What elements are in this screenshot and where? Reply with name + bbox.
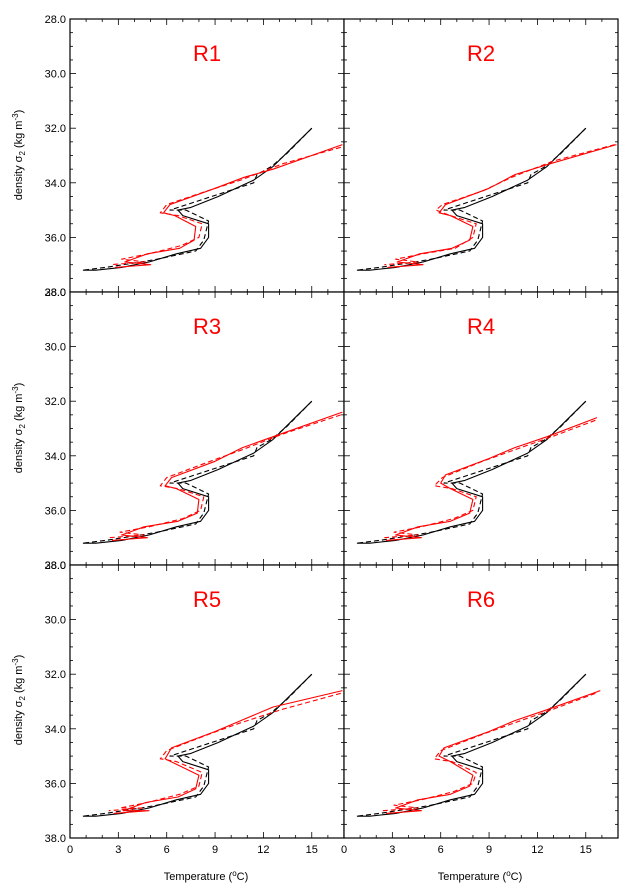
y-axis-label: density σ2 (kg m-3)	[11, 110, 27, 201]
panel-r4: R4	[343, 291, 619, 566]
x-tick-label: 15	[306, 844, 318, 856]
x-tick-label: 6	[438, 844, 444, 856]
y-tick-label: 38.0	[45, 560, 66, 572]
model-solid-line	[111, 411, 343, 541]
y-tick-label: 30.0	[45, 342, 66, 354]
x-axis-label: Temperature (oC)	[164, 869, 249, 883]
panel-title: R2	[467, 41, 495, 66]
panel-r3: R3	[69, 291, 345, 566]
plot-area	[70, 19, 344, 292]
x-tick-label: 3	[389, 844, 395, 856]
obs-solid-line	[82, 673, 313, 817]
x-axis-label: Temperature (oC)	[438, 869, 523, 883]
series-group	[356, 673, 601, 817]
y-axis-label: density σ2 (kg m-3)	[11, 655, 27, 746]
series-group	[356, 127, 617, 271]
x-tick-label: 15	[580, 844, 592, 856]
y-tick-label: 30.0	[45, 615, 66, 627]
x-tick-label: 9	[486, 844, 492, 856]
y-tick-label: 38.0	[45, 287, 66, 299]
model-solid-line	[115, 144, 343, 268]
model-dashed-line	[108, 414, 341, 539]
y-tick-label: 32.0	[45, 396, 66, 408]
y-tick-label: 34.0	[45, 451, 66, 463]
y-tick-label: 28.0	[45, 287, 66, 299]
model-solid-line	[385, 690, 601, 814]
y-tick-label: 34.0	[45, 724, 66, 736]
model-dashed-line	[384, 419, 596, 539]
model-dashed-line	[382, 692, 596, 812]
x-tick-label: 6	[164, 844, 170, 856]
panel-r2: R2	[343, 18, 619, 293]
model-dashed-line	[108, 692, 341, 812]
panel-r6: R6	[343, 564, 619, 839]
panel-title: R6	[467, 587, 495, 612]
panel-title: R1	[193, 41, 221, 66]
y-tick-label: 32.0	[45, 123, 66, 135]
panel-title: R3	[193, 314, 221, 339]
model-solid-line	[113, 690, 343, 814]
x-tick-label: 0	[341, 844, 347, 856]
series-group	[356, 400, 598, 544]
panel-title: R4	[467, 314, 495, 339]
y-tick-label: 28.0	[45, 560, 66, 572]
y-tick-label: 36.0	[45, 778, 66, 790]
model-dashed-line	[110, 146, 341, 266]
panel-frame	[343, 564, 619, 839]
series-group	[82, 673, 343, 817]
x-tick-label: 12	[257, 844, 269, 856]
axes: 28.030.032.034.036.038.028.030.032.034.0…	[45, 14, 592, 856]
model-solid-line	[387, 144, 617, 268]
y-tick-label: 28.0	[45, 14, 66, 26]
x-tick-label: 0	[67, 844, 73, 856]
series-group	[82, 400, 343, 544]
panel-r5: R5	[69, 564, 345, 839]
panel-r1: R1	[69, 18, 345, 293]
y-tick-label: 36.0	[45, 232, 66, 244]
model-dashed-line	[384, 144, 615, 266]
model-solid-line	[385, 417, 598, 541]
series-group	[82, 127, 343, 271]
panel-title: R5	[193, 587, 221, 612]
panels: R1 R2 R3 R4 R5 R6	[69, 18, 619, 839]
y-tick-label: 30.0	[45, 69, 66, 81]
y-axis-label: density σ2 (kg m-3)	[11, 383, 27, 474]
x-tick-label: 3	[115, 844, 121, 856]
y-tick-label: 38.0	[45, 833, 66, 845]
y-tick-label: 34.0	[45, 178, 66, 190]
x-tick-label: 9	[212, 844, 218, 856]
x-tick-label: 12	[531, 844, 543, 856]
y-tick-label: 32.0	[45, 669, 66, 681]
y-tick-label: 36.0	[45, 505, 66, 517]
